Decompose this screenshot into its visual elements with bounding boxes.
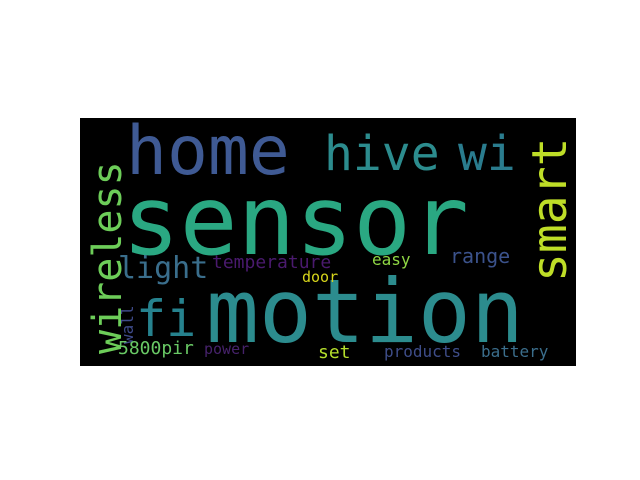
word-products: products	[384, 342, 462, 361]
word-fi: fi	[136, 290, 197, 348]
word-sensor: sensor	[122, 165, 469, 277]
word-battery: battery	[481, 342, 549, 361]
word-cloud: sensor motion home hive wi smart wireles…	[80, 118, 576, 366]
word-light: light	[118, 251, 209, 286]
word-power: power	[204, 340, 250, 358]
word-smart: smart	[522, 137, 576, 283]
word-door: door	[302, 268, 339, 286]
word-5800pir: 5800pir	[118, 338, 194, 359]
word-wi: wi	[458, 126, 516, 182]
word-home: home	[126, 118, 290, 191]
word-easy: easy	[372, 250, 411, 269]
word-hive: hive	[324, 126, 440, 182]
word-set: set	[318, 342, 351, 363]
word-temperature: temperature	[212, 252, 332, 273]
word-motion: motion	[206, 260, 524, 363]
word-range: range	[450, 244, 511, 268]
